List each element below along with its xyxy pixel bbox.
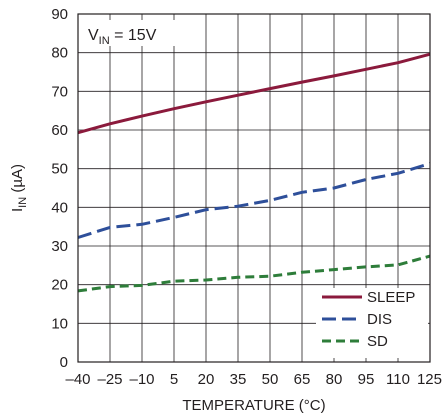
series-line-sleep — [77, 52, 431, 135]
y-axis-title: IIN (µA) — [9, 164, 29, 212]
vin-annotation-main: V — [88, 27, 99, 44]
vin-annotation: VIN = 15V — [88, 27, 157, 47]
plot-frame — [77, 13, 431, 363]
annotation-background — [84, 20, 184, 46]
x-tick-label: 110 — [386, 371, 410, 388]
x-tick-label: –40 — [65, 371, 90, 388]
y-tick-label: 30 — [51, 238, 68, 255]
legend-label-dis: DIS — [367, 311, 392, 328]
series-line-sd — [77, 254, 431, 293]
vin-annotation-sub: IN — [99, 35, 110, 47]
y-axis-title-sub: IN — [17, 197, 29, 208]
y-tick-label: 10 — [51, 315, 68, 332]
x-axis-title: TEMPERATURE (°C) — [182, 397, 325, 414]
y-tick-label: 20 — [51, 277, 68, 294]
y-tick-label: 50 — [51, 161, 68, 178]
x-axis-ticks: –40 –25 –10 5 20 35 50 65 80 95 110 125 — [65, 371, 442, 388]
x-tick-label: 80 — [326, 371, 343, 388]
y-tick-label: 0 — [60, 354, 68, 371]
x-tick-label: 20 — [198, 371, 215, 388]
x-tick-label: 65 — [294, 371, 311, 388]
x-tick-label: 35 — [230, 371, 247, 388]
x-tick-label: –25 — [97, 371, 122, 388]
x-tick-label: 5 — [170, 371, 178, 388]
y-tick-label: 60 — [51, 122, 68, 139]
legend-label-sd: SD — [367, 333, 388, 350]
y-tick-label: 70 — [51, 83, 68, 100]
x-tick-label: 125 — [417, 371, 442, 388]
x-tick-label: –10 — [129, 371, 154, 388]
y-axis-title-rest: (µA) — [9, 164, 26, 197]
series-line-dis — [77, 162, 431, 239]
y-tick-label: 90 — [51, 6, 68, 23]
vin-annotation-rest: = 15V — [110, 27, 157, 44]
y-axis-title-main: I — [9, 208, 26, 212]
y-axis-ticks: 0 10 20 30 40 50 60 70 80 90 — [51, 6, 68, 371]
legend: SLEEP DIS SD — [322, 289, 415, 350]
x-tick-label: 95 — [358, 371, 375, 388]
series-layer — [77, 52, 431, 293]
y-tick-label: 40 — [51, 199, 68, 216]
legend-background — [316, 288, 428, 358]
x-tick-label: 50 — [262, 371, 279, 388]
y-tick-label: 80 — [51, 45, 68, 62]
legend-label-sleep: SLEEP — [367, 289, 415, 306]
